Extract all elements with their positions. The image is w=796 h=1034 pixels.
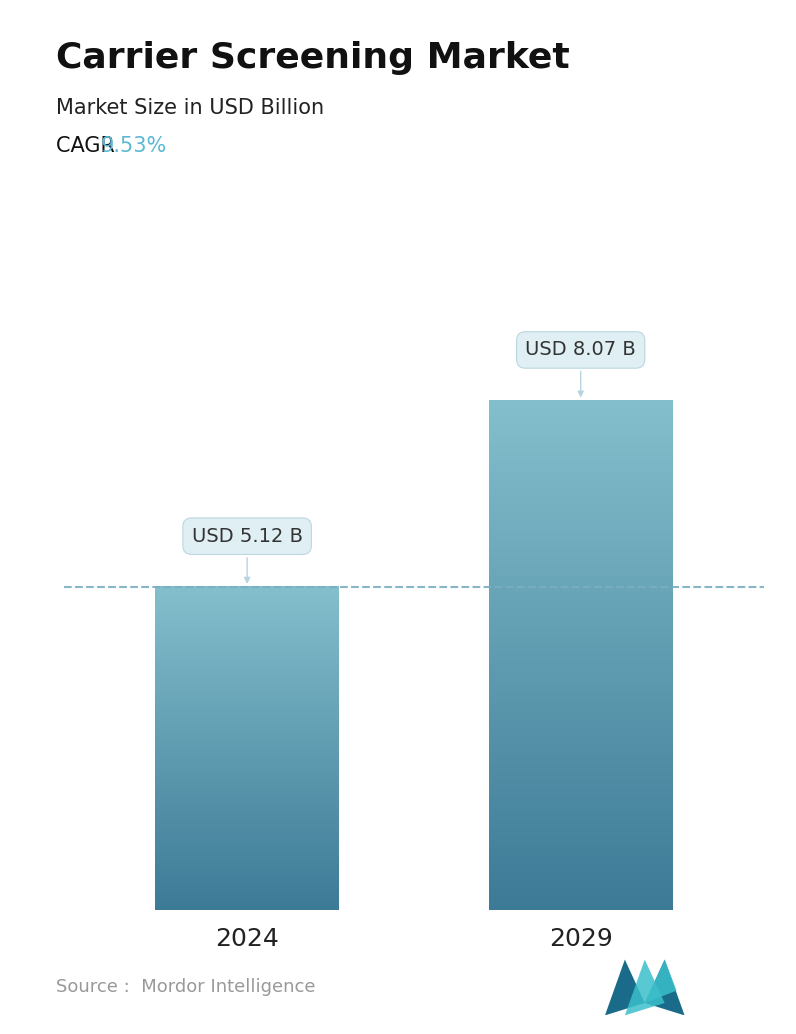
Polygon shape <box>645 960 685 1015</box>
Polygon shape <box>645 960 677 1003</box>
Text: Source :  Mordor Intelligence: Source : Mordor Intelligence <box>56 978 315 997</box>
Text: USD 5.12 B: USD 5.12 B <box>192 526 302 582</box>
Text: 9.53%: 9.53% <box>101 136 167 156</box>
Text: Market Size in USD Billion: Market Size in USD Billion <box>56 98 324 118</box>
Polygon shape <box>625 960 665 1015</box>
Text: USD 8.07 B: USD 8.07 B <box>525 340 636 396</box>
Text: CAGR: CAGR <box>56 136 121 156</box>
Text: Carrier Screening Market: Carrier Screening Market <box>56 41 569 75</box>
Polygon shape <box>605 960 645 1015</box>
